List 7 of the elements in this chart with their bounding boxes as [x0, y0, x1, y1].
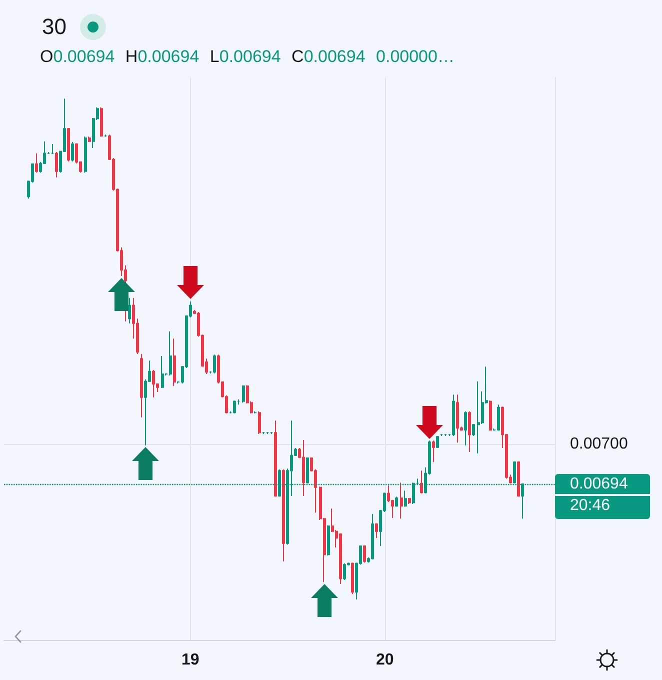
y-tick-label: 0.00694	[570, 476, 628, 492]
x-tick-label: 19	[181, 652, 200, 668]
chart-title: 30	[42, 14, 66, 40]
x-tick-label: 20	[376, 652, 394, 668]
text: 20:46	[555, 496, 650, 519]
y-tick-label: 0.00700	[570, 436, 628, 452]
text: O0.00694 H0.00694 L0.00694 C0.00694 0.00000…	[40, 47, 454, 66]
